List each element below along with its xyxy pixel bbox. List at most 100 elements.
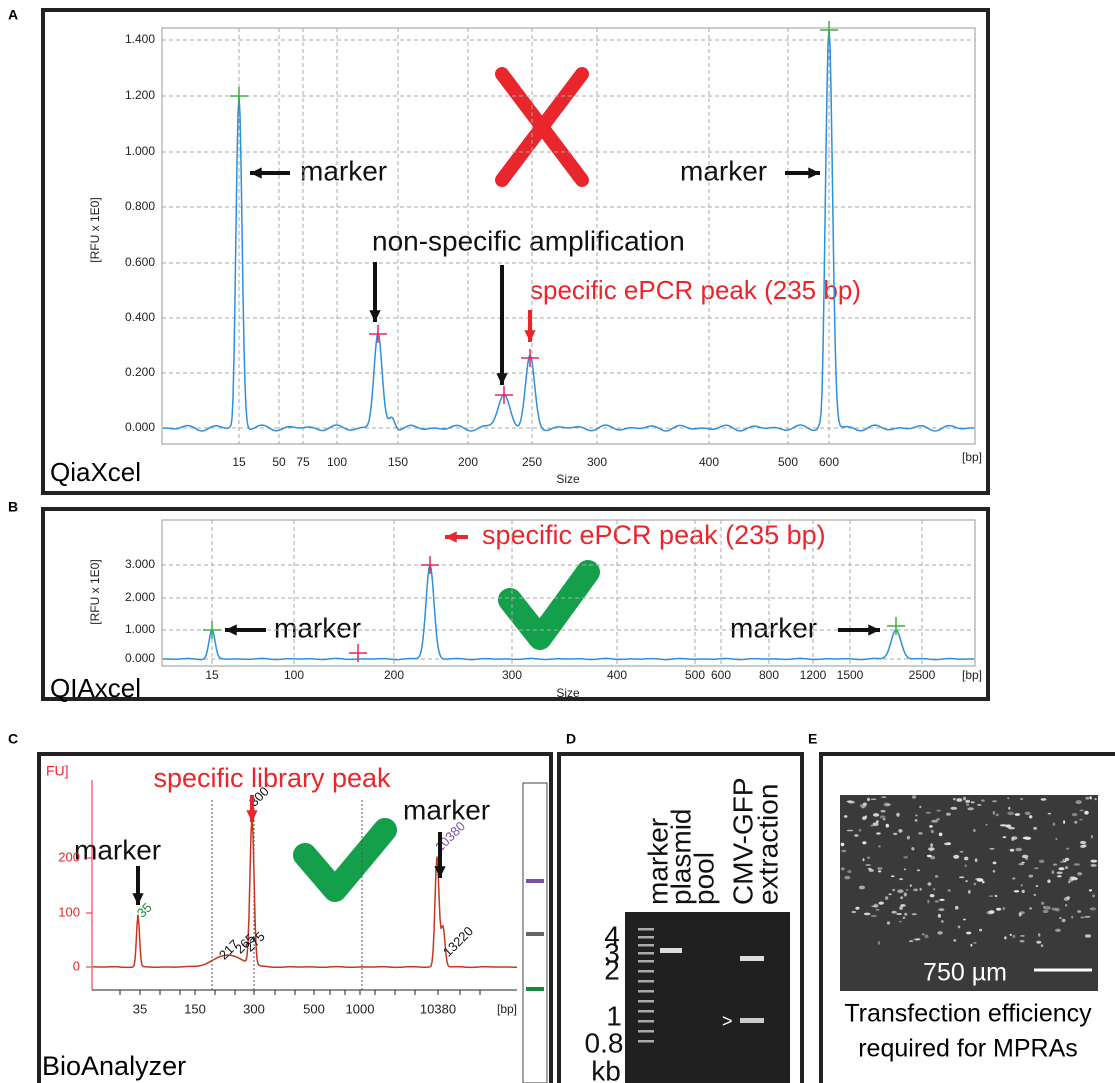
cell xyxy=(1052,863,1058,866)
x-tick-label: 35 xyxy=(133,1001,147,1016)
cell xyxy=(1033,826,1037,830)
x-tick-label: 250 xyxy=(522,455,542,469)
arrow-head xyxy=(225,624,237,636)
cell xyxy=(930,855,936,860)
cell xyxy=(936,818,940,821)
ladder-band xyxy=(638,928,654,931)
gel-image xyxy=(625,912,790,1083)
ladder-label: 2 xyxy=(604,954,620,985)
y-tick-label: 0.400 xyxy=(125,310,155,324)
cell xyxy=(882,818,886,821)
cell xyxy=(1018,912,1022,917)
cell xyxy=(1029,815,1033,819)
cell xyxy=(902,916,906,919)
x-tick-label: 100 xyxy=(284,668,304,682)
cell xyxy=(1069,876,1076,879)
cell xyxy=(876,820,879,823)
arrow-head xyxy=(246,810,258,822)
y-tick-label: 1.000 xyxy=(125,622,155,636)
panel-title: specific library peak xyxy=(153,763,391,793)
cell xyxy=(937,914,942,918)
cell xyxy=(1073,863,1081,866)
x-tick-label: 1000 xyxy=(346,1001,375,1016)
cell xyxy=(883,802,891,807)
y-axis-label: [RFU x 1E0] xyxy=(88,197,102,262)
cell xyxy=(1092,894,1095,898)
cell xyxy=(1038,933,1041,937)
cell xyxy=(957,925,961,929)
cell xyxy=(1007,811,1015,816)
cell xyxy=(1061,918,1066,923)
peak-marker xyxy=(369,325,387,343)
peak-marker xyxy=(495,386,513,404)
cell xyxy=(864,815,867,819)
cell xyxy=(1094,798,1097,801)
cell xyxy=(933,888,936,891)
cell xyxy=(1020,935,1025,937)
cell xyxy=(1022,836,1030,840)
cell xyxy=(886,921,891,925)
cell xyxy=(1034,867,1039,870)
cell xyxy=(1064,857,1070,862)
y-tick-label: 1.200 xyxy=(125,88,155,102)
cell xyxy=(844,875,851,880)
lane-label: extraction xyxy=(752,784,783,905)
cell xyxy=(962,918,966,921)
cell xyxy=(1020,798,1024,800)
cell xyxy=(870,824,874,827)
cell xyxy=(840,867,845,871)
peak-marker xyxy=(820,21,838,39)
cell xyxy=(1002,836,1007,839)
cell xyxy=(891,910,897,914)
panel-label: D xyxy=(566,731,576,747)
cell xyxy=(937,931,943,935)
cell xyxy=(988,895,994,897)
y-axis-label: [RFU x 1E0] xyxy=(88,559,102,624)
cell xyxy=(982,880,985,884)
arrow-head xyxy=(250,167,262,179)
x-tick-label: 150 xyxy=(388,455,408,469)
x-tick-label: 50 xyxy=(272,455,286,469)
cell xyxy=(1084,810,1089,815)
cell xyxy=(1041,901,1045,905)
cell xyxy=(904,912,908,916)
cell xyxy=(903,892,907,897)
arrow-head xyxy=(524,330,536,342)
x-tick-label: 200 xyxy=(458,455,478,469)
cell xyxy=(881,796,887,798)
cell xyxy=(891,875,895,877)
cell xyxy=(925,811,931,814)
annotation: marker xyxy=(74,834,161,865)
cell xyxy=(967,890,971,894)
ladder-band xyxy=(638,990,654,993)
cell xyxy=(1033,893,1037,897)
y-tick-label: 100 xyxy=(58,904,80,919)
cell xyxy=(841,849,847,853)
cell xyxy=(973,882,977,886)
cell xyxy=(939,898,945,902)
y-tick-label: 3.000 xyxy=(125,557,155,571)
x-unit: [bp] xyxy=(497,1002,517,1016)
y-tick-label: 0 xyxy=(73,958,80,973)
panel-label: E xyxy=(808,731,817,747)
y-axis-label: FU] xyxy=(46,763,69,779)
lane-label: marker xyxy=(642,818,673,905)
cell xyxy=(1011,836,1018,840)
ladder-label: 0.8 xyxy=(585,1027,624,1058)
cell xyxy=(918,831,923,835)
cell xyxy=(981,799,985,802)
cell xyxy=(878,845,881,848)
annotation: marker xyxy=(274,612,361,643)
cell xyxy=(1009,848,1015,852)
cell xyxy=(964,864,967,868)
cell xyxy=(946,812,951,816)
cell xyxy=(1002,906,1006,911)
cell xyxy=(840,842,845,847)
arrow-head xyxy=(868,624,880,636)
y-tick-label: 1.400 xyxy=(125,32,155,46)
ladder-band xyxy=(638,960,654,963)
x-tick-label: 300 xyxy=(243,1001,265,1016)
cell xyxy=(884,896,889,900)
plot-area xyxy=(161,27,976,445)
cell xyxy=(921,933,925,936)
